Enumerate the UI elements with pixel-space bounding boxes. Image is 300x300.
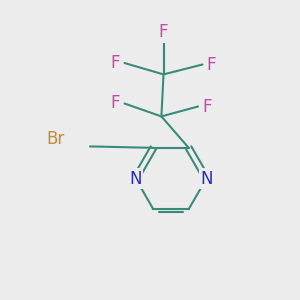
Text: F: F xyxy=(202,98,212,116)
Text: F: F xyxy=(159,23,168,41)
Text: F: F xyxy=(111,54,120,72)
Text: F: F xyxy=(207,56,216,74)
Text: N: N xyxy=(200,169,213,188)
Text: Br: Br xyxy=(46,130,64,148)
Text: N: N xyxy=(129,169,142,188)
Text: F: F xyxy=(111,94,120,112)
